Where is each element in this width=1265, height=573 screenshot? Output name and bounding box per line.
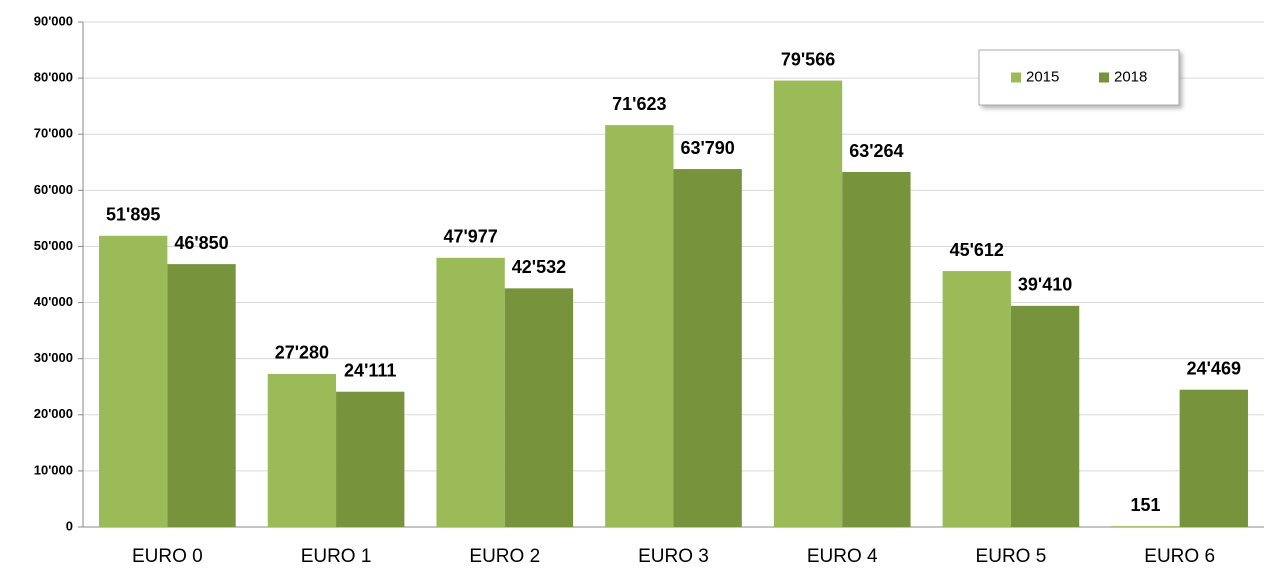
y-tick-label: 90'000 bbox=[34, 13, 73, 28]
x-tick-label: EURO 0 bbox=[132, 546, 203, 567]
x-tick-label: EURO 5 bbox=[976, 546, 1047, 567]
legend-label: 2015 bbox=[1026, 68, 1059, 85]
bar bbox=[1010, 305, 1080, 527]
x-tick-label: EURO 4 bbox=[807, 546, 878, 567]
bar bbox=[1179, 389, 1248, 527]
value-label: 63'264 bbox=[849, 141, 903, 161]
legend-label: 2018 bbox=[1114, 68, 1147, 85]
x-tick-label: EURO 1 bbox=[301, 546, 372, 567]
x-tick-label: EURO 3 bbox=[638, 546, 709, 567]
bar bbox=[99, 235, 168, 527]
bar bbox=[673, 169, 742, 528]
bar bbox=[267, 373, 337, 527]
value-label: 71'623 bbox=[612, 94, 666, 114]
legend-swatch bbox=[1099, 72, 1109, 83]
value-label: 42'532 bbox=[512, 257, 566, 277]
bar bbox=[336, 391, 405, 527]
bar bbox=[504, 288, 574, 527]
bar bbox=[942, 271, 1011, 527]
legend: 2015 2018 bbox=[978, 49, 1180, 106]
bar bbox=[842, 172, 911, 527]
y-tick-label: 50'000 bbox=[34, 238, 73, 253]
value-label: 45'612 bbox=[950, 240, 1004, 260]
legend-swatch bbox=[1011, 72, 1021, 83]
bar bbox=[167, 264, 236, 527]
value-label: 51'895 bbox=[106, 205, 160, 225]
value-label: 27'280 bbox=[275, 343, 329, 363]
bar bbox=[605, 125, 674, 527]
y-tick-label: 80'000 bbox=[34, 70, 73, 85]
legend-box bbox=[978, 49, 1180, 106]
bar bbox=[436, 257, 505, 527]
value-label: 47'977 bbox=[443, 227, 497, 247]
value-label: 46'850 bbox=[174, 233, 228, 253]
value-label: 24'469 bbox=[1187, 358, 1241, 378]
y-tick-label: 0 bbox=[66, 518, 73, 533]
x-tick-label: EURO 6 bbox=[1144, 546, 1215, 567]
value-label: 151 bbox=[1130, 495, 1160, 515]
value-label: 24'111 bbox=[344, 360, 396, 380]
x-tick-label: EURO 2 bbox=[469, 546, 540, 567]
y-tick-label: 10'000 bbox=[34, 462, 73, 477]
value-label: 79'566 bbox=[781, 49, 835, 69]
y-tick-label: 30'000 bbox=[34, 350, 73, 365]
y-tick-label: 20'000 bbox=[34, 406, 73, 421]
value-label: 63'790 bbox=[680, 138, 734, 158]
value-label: 39'410 bbox=[1018, 275, 1072, 295]
y-tick-label: 60'000 bbox=[34, 182, 73, 197]
bar bbox=[1111, 526, 1180, 527]
bar bbox=[773, 80, 843, 528]
y-tick-label: 70'000 bbox=[34, 126, 73, 141]
y-tick-label: 40'000 bbox=[34, 294, 73, 309]
